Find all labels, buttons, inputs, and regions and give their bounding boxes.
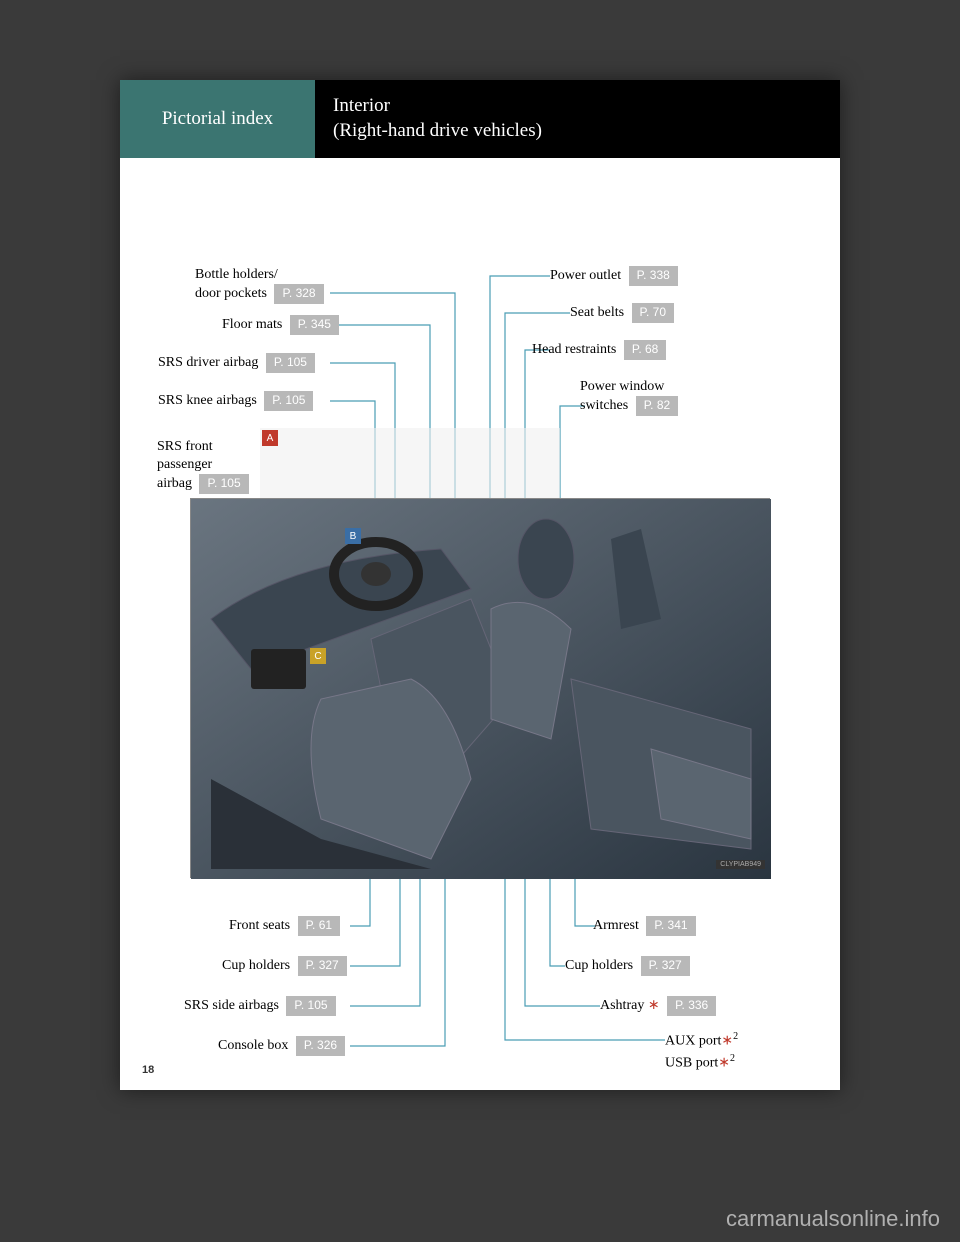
callout-label: SRS knee airbags — [158, 393, 257, 408]
footnote-ref: 2 — [733, 1031, 738, 1042]
footnote-ref: 2 — [730, 1053, 735, 1064]
page-ref: P. 61 — [298, 916, 340, 936]
callout-label: SRS side airbags — [184, 998, 279, 1013]
callout-floor-mats: Floor mats P. 345 — [222, 315, 339, 335]
page-ref: P. 105 — [286, 996, 335, 1016]
callout-power-outlet: Power outlet P. 338 — [550, 266, 678, 286]
page-ref: P. 105 — [264, 391, 313, 411]
callout-label: Head restraints — [532, 342, 616, 357]
marker-b: B — [345, 528, 361, 544]
callout-label: Seat belts — [570, 305, 624, 320]
watermark: carmanualsonline.info — [726, 1206, 940, 1232]
callout-label: SRS driver airbag — [158, 355, 258, 370]
callout-label: USB port — [665, 1056, 718, 1071]
callout-label: Armrest — [593, 918, 639, 933]
callout-ashtray: Ashtray ∗ P. 336 — [600, 996, 716, 1016]
page-ref: P. 105 — [199, 474, 248, 494]
callout-aux-port: AUX port∗2 — [665, 1030, 738, 1051]
header-section-title: Pictorial index — [120, 80, 315, 158]
callout-srs-knee-airbags: SRS knee airbags P. 105 — [158, 391, 313, 411]
callout-label: Power outlet — [550, 268, 621, 283]
callout-cup-holders-left: Cup holders P. 327 — [222, 956, 347, 976]
marker-c: C — [310, 648, 326, 664]
page-content: A B C CLYPIAB949 Bottle holders/door poc… — [120, 158, 840, 1090]
callout-srs-driver-airbag: SRS driver airbag P. 105 — [158, 353, 315, 373]
callout-label: Floor mats — [222, 317, 282, 332]
callout-srs-front-passenger-airbag: SRS frontpassengerairbag P. 105 — [157, 438, 249, 494]
callout-label: Ashtray — [600, 998, 644, 1013]
callout-console-box: Console box P. 326 — [218, 1036, 345, 1056]
page-ref: P. 341 — [646, 916, 695, 936]
page-ref: P. 82 — [636, 396, 678, 416]
image-credit: CLYPIAB949 — [716, 860, 765, 869]
header-line1: Interior — [333, 94, 840, 119]
callout-label: AUX port — [665, 1034, 721, 1049]
header-subtitle: Interior (Right-hand drive vehicles) — [315, 80, 840, 158]
callout-head-restraints: Head restraints P. 68 — [532, 340, 666, 360]
highlight-box-a — [260, 428, 560, 508]
callout-label: Bottle holders/door pockets — [195, 267, 278, 301]
callout-usb-port: USB port∗2 — [665, 1052, 735, 1073]
callout-bottle-holders: Bottle holders/door pockets P. 328 — [195, 266, 324, 304]
page-header: Pictorial index Interior (Right-hand dri… — [120, 80, 840, 158]
car-interior-illustration — [191, 499, 771, 879]
callout-label: Cup holders — [222, 958, 290, 973]
callout-seat-belts: Seat belts P. 70 — [570, 303, 674, 323]
callout-front-seats: Front seats P. 61 — [229, 916, 340, 936]
asterisk-icon: ∗ — [721, 1034, 733, 1049]
callout-srs-side-airbags: SRS side airbags P. 105 — [184, 996, 336, 1016]
page-ref: P. 68 — [624, 340, 666, 360]
callout-armrest: Armrest P. 341 — [593, 916, 696, 936]
callout-label: Console box — [218, 1038, 288, 1053]
page-ref: P. 345 — [290, 315, 339, 335]
page-number: 18 — [142, 1064, 154, 1076]
callout-label: Cup holders — [565, 958, 633, 973]
page-ref: P. 328 — [274, 284, 323, 304]
callout-power-window-switches: Power windowswitches P. 82 — [580, 378, 678, 416]
page-ref: P. 338 — [629, 266, 678, 286]
interior-diagram — [190, 498, 770, 878]
marker-a: A — [262, 430, 278, 446]
callout-cup-holders-right: Cup holders P. 327 — [565, 956, 690, 976]
page-ref: P. 326 — [296, 1036, 345, 1056]
asterisk-icon: ∗ — [718, 1056, 730, 1071]
header-line2: (Right-hand drive vehicles) — [333, 119, 840, 144]
page-ref: P. 327 — [298, 956, 347, 976]
asterisk-icon: ∗ — [648, 998, 660, 1013]
page-ref: P. 70 — [632, 303, 674, 323]
page-ref: P. 327 — [641, 956, 690, 976]
callout-label: Front seats — [229, 918, 290, 933]
page-ref: P. 336 — [667, 996, 716, 1016]
manual-page: Pictorial index Interior (Right-hand dri… — [120, 80, 840, 1090]
page-ref: P. 105 — [266, 353, 315, 373]
